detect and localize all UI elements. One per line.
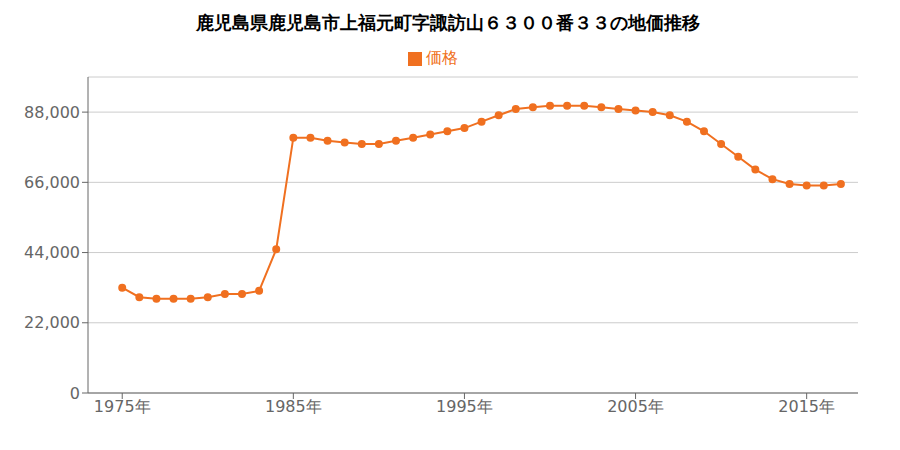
html-text:価格: 価格	[426, 48, 458, 67]
svg-text:1985年: 1985年	[265, 397, 322, 416]
svg-text:88,000: 88,000	[24, 103, 80, 122]
svg-text:1995年: 1995年	[436, 397, 493, 416]
svg-text:0: 0	[70, 384, 80, 403]
svg-text:2015年: 2015年	[778, 397, 835, 416]
svg-text:2005年: 2005年	[607, 397, 664, 416]
html-text:鹿児島県鹿児島市上福元町字諏訪山６３００番３３の地価推移: 鹿児島県鹿児島市上福元町字諏訪山６３００番３３の地価推移	[196, 12, 700, 33]
svg-text:1975年: 1975年	[94, 397, 151, 416]
svg-text:44,000: 44,000	[24, 243, 80, 262]
svg-text:22,000: 22,000	[24, 313, 80, 332]
svg-text:66,000: 66,000	[24, 173, 80, 192]
